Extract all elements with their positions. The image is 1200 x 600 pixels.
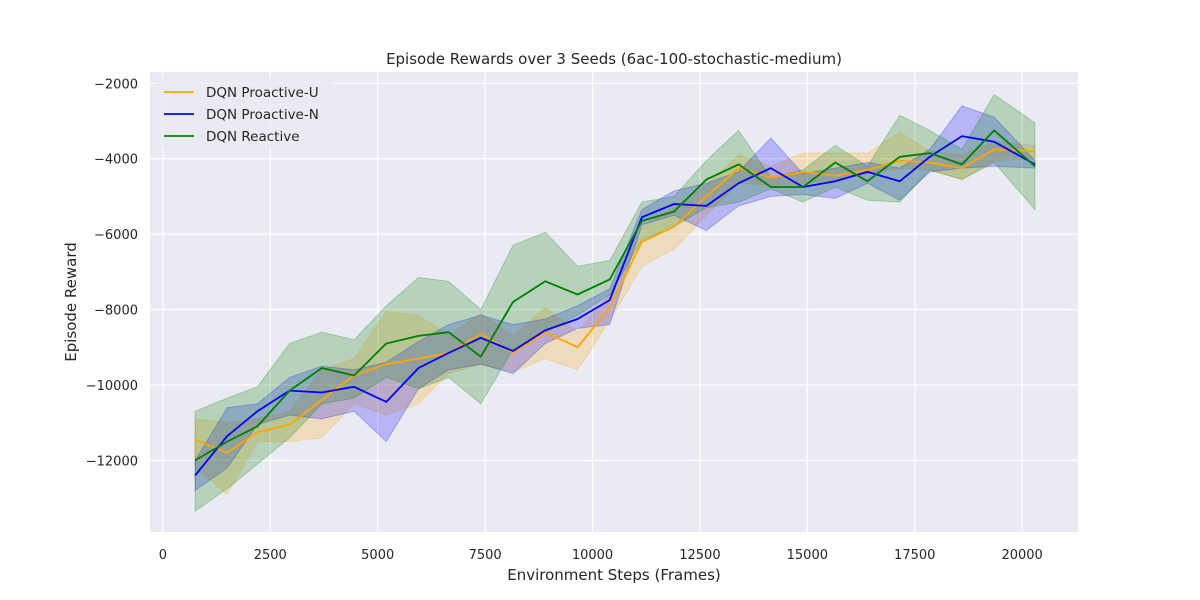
legend-label-proactive-n: DQN Proactive-N xyxy=(206,107,319,123)
y-tick-label: −4000 xyxy=(94,153,138,168)
chart-title: Episode Rewards over 3 Seeds (6ac-100-st… xyxy=(386,50,842,68)
x-tick-label: 10000 xyxy=(572,548,613,563)
grid xyxy=(150,72,1078,532)
x-tick-label: 15000 xyxy=(787,548,828,563)
series-lines xyxy=(194,129,1036,476)
x-tick-label: 2500 xyxy=(254,548,287,563)
y-tick-label: −12000 xyxy=(86,454,138,469)
x-axis-label: Environment Steps (Frames) xyxy=(507,566,721,584)
x-tick-label: 17500 xyxy=(894,548,935,563)
y-tick-label: −10000 xyxy=(86,379,138,394)
line-dqn-reactive xyxy=(194,129,1036,462)
x-tick-label: 5000 xyxy=(361,548,394,563)
x-tick-label: 7500 xyxy=(469,548,502,563)
y-tick-label: −2000 xyxy=(94,77,138,92)
legend-label-proactive-u: DQN Proactive-U xyxy=(206,85,319,101)
line-dqn-proactive-u xyxy=(194,148,1036,454)
legend: DQN Proactive-U DQN Proactive-N DQN Reac… xyxy=(156,77,334,149)
y-tick-label: −8000 xyxy=(94,304,138,319)
legend-box xyxy=(156,77,334,149)
x-tick-label: 0 xyxy=(159,548,167,563)
x-tick-labels: 0 2500 5000 7500 10000 12500 15000 17500 20000 xyxy=(159,548,1043,563)
legend-label-reactive: DQN Reactive xyxy=(206,129,300,145)
line-dqn-proactive-n xyxy=(194,135,1036,476)
band-dqn-reactive xyxy=(194,93,1036,513)
x-tick-label: 12500 xyxy=(679,548,720,563)
x-tick-label: 20000 xyxy=(1001,548,1042,563)
y-axis-label: Episode Reward xyxy=(62,242,80,362)
y-tick-labels: −12000 −10000 −8000 −6000 −4000 −2000 xyxy=(86,77,138,469)
y-tick-label: −6000 xyxy=(94,228,138,243)
band-dqn-proactive-u xyxy=(194,131,1036,496)
